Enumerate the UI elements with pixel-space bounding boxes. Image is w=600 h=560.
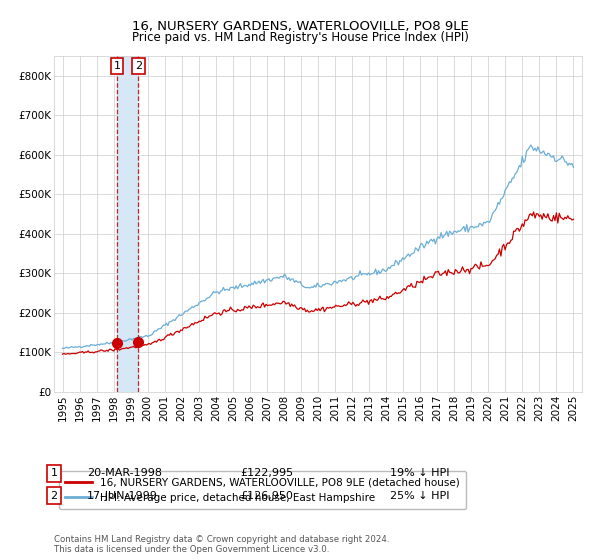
- Text: Contains HM Land Registry data © Crown copyright and database right 2024.
This d: Contains HM Land Registry data © Crown c…: [54, 535, 389, 554]
- Text: £122,995: £122,995: [240, 468, 293, 478]
- Text: 2: 2: [50, 491, 58, 501]
- Text: 1: 1: [50, 468, 58, 478]
- Bar: [117, 56, 139, 392]
- Text: 16, NURSERY GARDENS, WATERLOOVILLE, PO8 9LE: 16, NURSERY GARDENS, WATERLOOVILLE, PO8 …: [131, 20, 469, 32]
- Text: 17-JUN-1999: 17-JUN-1999: [87, 491, 158, 501]
- Text: 1: 1: [113, 61, 121, 71]
- Text: Price paid vs. HM Land Registry's House Price Index (HPI): Price paid vs. HM Land Registry's House …: [131, 31, 469, 44]
- Text: 19% ↓ HPI: 19% ↓ HPI: [390, 468, 449, 478]
- Text: 20-MAR-1998: 20-MAR-1998: [87, 468, 162, 478]
- Text: 25% ↓ HPI: 25% ↓ HPI: [390, 491, 449, 501]
- Legend: 16, NURSERY GARDENS, WATERLOOVILLE, PO8 9LE (detached house), HPI: Average price: 16, NURSERY GARDENS, WATERLOOVILLE, PO8 …: [59, 471, 466, 509]
- Text: £126,950: £126,950: [240, 491, 293, 501]
- Text: 2: 2: [135, 61, 142, 71]
